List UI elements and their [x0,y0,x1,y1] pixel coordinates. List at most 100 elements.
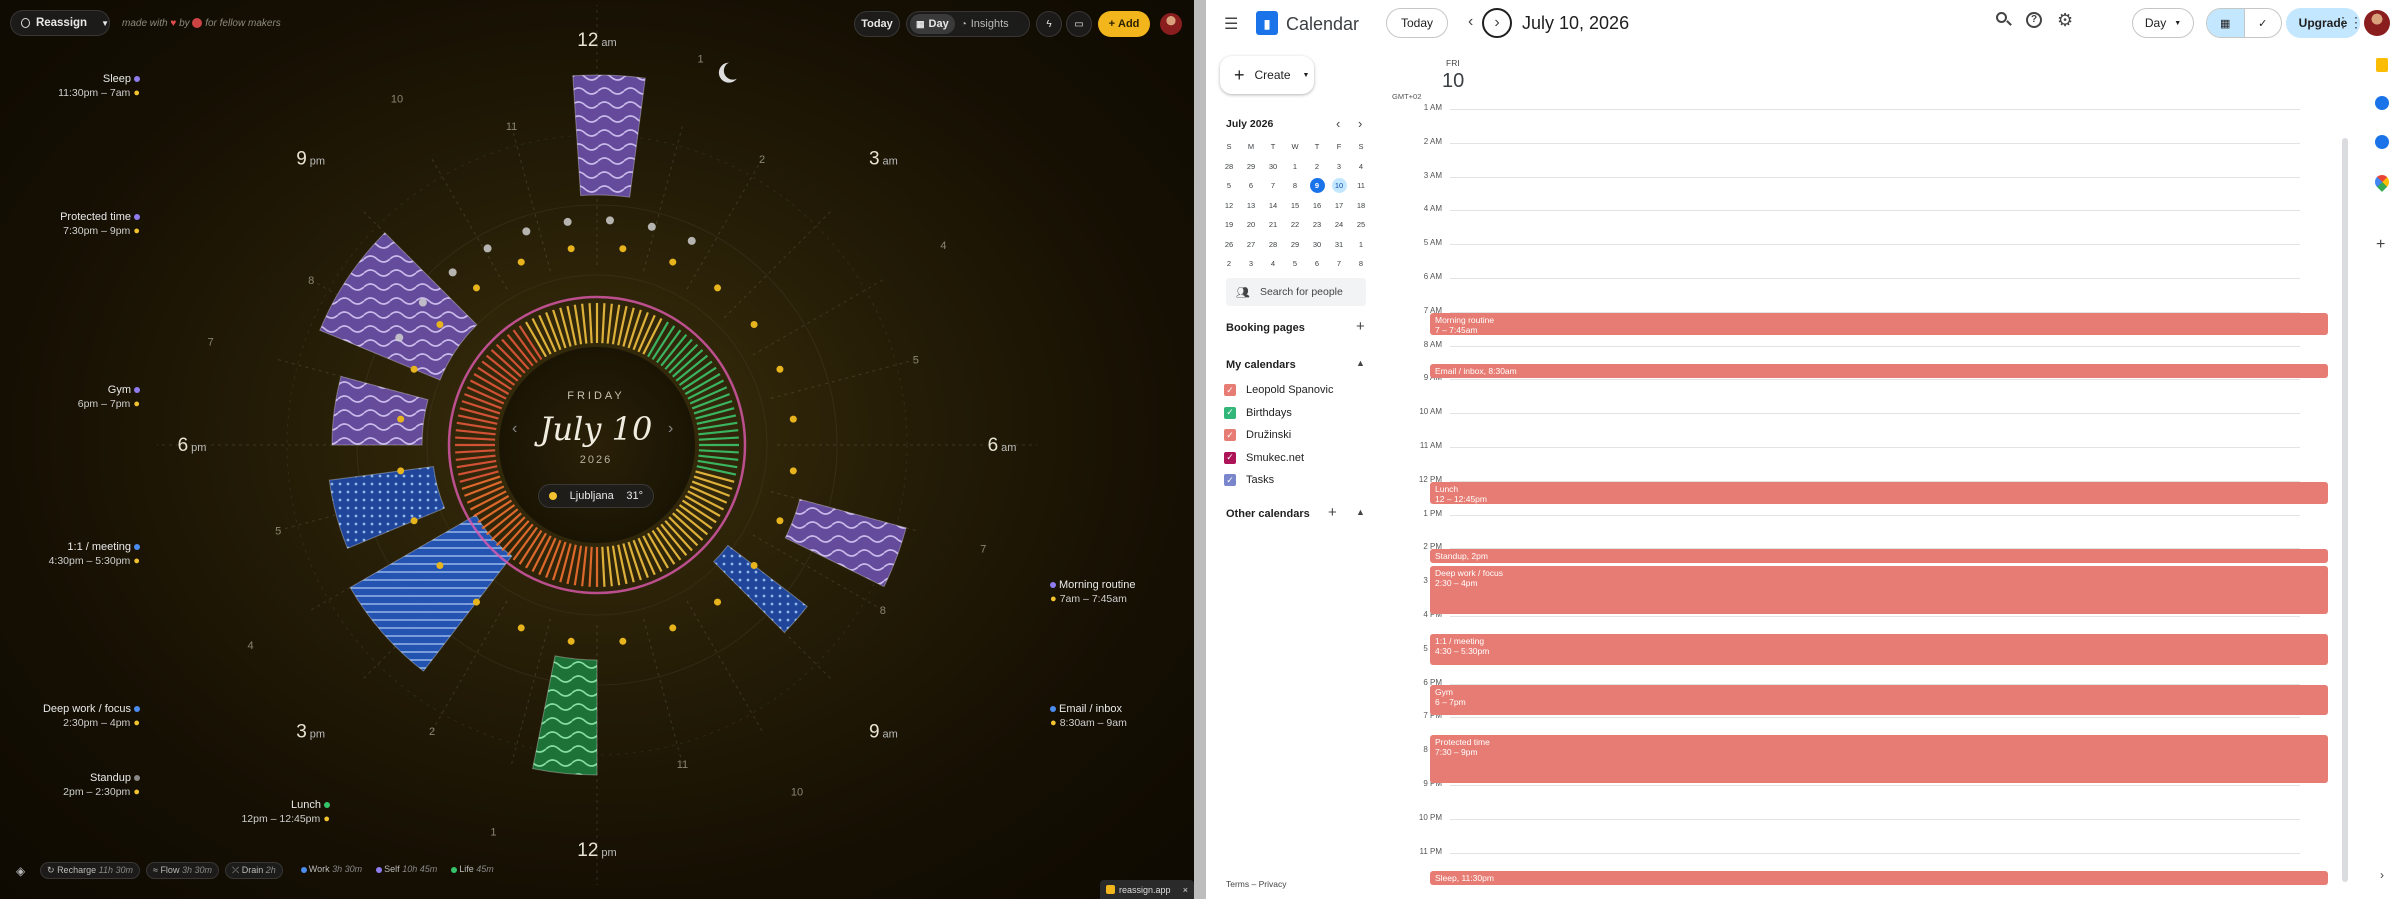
day-number[interactable]: 10 [1442,70,1465,92]
calendar-checkbox[interactable]: ✓ [1224,474,1236,486]
mini-day[interactable]: 25 [1356,220,1366,230]
main-menu-icon[interactable]: ☰ [1224,16,1239,33]
legend-self[interactable]: Self 10h 45m [372,862,441,879]
mini-day[interactable]: 31 [1334,239,1344,249]
mini-day[interactable]: 5 [1292,259,1298,269]
mini-day[interactable]: 14 [1268,200,1278,210]
mini-day[interactable]: 20 [1246,220,1256,230]
calendar-item[interactable]: ✓ Birthdays [1224,406,1292,419]
scrollbar[interactable] [2342,138,2348,882]
calendar-item[interactable]: ✓ Leopold Spanovic [1224,384,1333,396]
mini-day[interactable]: 26 [1224,239,1234,249]
event-label-morning-routine[interactable]: Morning routine ● 7am – 7:45am [1050,578,1180,606]
mini-prev-button[interactable]: ‹ [1336,116,1341,131]
mini-day[interactable]: 1 [1292,161,1298,171]
mini-day[interactable]: 10 [1328,176,1350,196]
mini-day[interactable]: 30 [1268,161,1278,171]
mini-day[interactable]: 27 [1246,239,1256,249]
calendar-event[interactable]: Deep work / focus 2:30 – 4pm [1430,566,2328,614]
get-addons-icon[interactable]: + [2376,236,2386,253]
mini-day[interactable]: 12 [1224,200,1234,210]
segment-deep-work[interactable] [349,514,513,672]
legend-flow[interactable]: ≈ Flow 3h 30m [145,862,219,879]
mini-day[interactable]: 19 [1224,220,1234,230]
other-calendars-header[interactable]: Other calendars [1226,508,1310,520]
today-button[interactable]: Today [1386,8,1448,38]
calendar-event[interactable]: Standup, 2pm [1430,549,2328,564]
calendar-checkbox[interactable]: ✓ [1224,406,1236,419]
mini-day[interactable]: 8 [1358,259,1364,269]
contacts-icon[interactable] [2375,135,2389,149]
mini-day[interactable]: 22 [1290,220,1300,230]
reassign-menu-button[interactable]: Reassign ▼ [10,10,110,36]
mini-day[interactable]: 2 [1226,259,1232,269]
search-icon[interactable] [1996,12,2012,28]
calendar-checkbox[interactable]: ✓ [1224,451,1236,464]
calendar-event[interactable]: Lunch 12 – 12:45pm [1430,481,2328,505]
segment-protected-time[interactable] [319,232,478,381]
calendar-event[interactable]: Protected time 7:30 – 9pm [1430,735,2328,783]
mini-day[interactable]: 6 [1314,259,1320,269]
settings-gear-icon[interactable]: ⚙ [2057,10,2074,30]
keep-icon[interactable] [2376,58,2388,72]
mini-day[interactable]: 16 [1312,200,1322,210]
segment-morning-routine[interactable] [784,498,907,588]
account-avatar[interactable] [2364,10,2390,36]
prev-day-arrow[interactable]: ‹ [512,420,518,437]
mini-day[interactable]: 3 [1248,259,1254,269]
mini-day[interactable]: 7 [1336,259,1342,269]
mini-day[interactable]: 29 [1290,239,1300,249]
mini-day[interactable]: 13 [1246,200,1256,210]
view-selector[interactable]: Day ▼ [2132,8,2194,38]
next-period-button[interactable]: › [1482,8,1512,38]
add-button[interactable]: + Add [1098,11,1150,37]
insights-tab[interactable]: ◔ Insights [955,18,1015,30]
event-label-gym[interactable]: Gym 6pm – 7pm ● [20,383,140,411]
day-view-tab[interactable]: ▦ Day [910,14,955,34]
mini-day[interactable]: 24 [1334,220,1344,230]
add-booking-icon[interactable]: + [1356,318,1365,335]
tasks-view-toggle[interactable]: ✓ [2243,9,2282,37]
inbox-button[interactable]: ▭ [1066,11,1092,37]
segment-email[interactable] [712,544,808,634]
mini-day[interactable]: 29 [1246,161,1256,171]
legend-work[interactable]: Work 3h 30m [297,862,366,879]
legend-life[interactable]: Life 45m [447,862,498,879]
next-day-arrow[interactable]: › [668,420,674,437]
mini-day[interactable]: 1 [1358,239,1364,249]
weather-chip[interactable]: Ljubljana 31° [538,484,654,508]
calendar-checkbox[interactable]: ✓ [1224,429,1236,441]
segment-lunch[interactable] [532,655,598,776]
event-label-sleep[interactable]: Sleep 11:30pm – 7am ● [20,72,140,100]
legend-drain[interactable]: ⤫ Drain 2h [225,862,283,879]
calendar-event[interactable]: Gym 6 – 7pm [1430,684,2328,716]
privacy-link[interactable]: Privacy [1258,879,1287,889]
mini-day[interactable]: 4 [1358,161,1364,171]
add-other-calendar-icon[interactable]: + [1328,504,1337,521]
search-people[interactable]: 👥︎ Search for people [1226,278,1366,306]
event-label-email[interactable]: Email / inbox ● 8:30am – 9am [1050,702,1180,730]
expand-panel-icon[interactable]: › [2380,868,2384,882]
mini-day[interactable]: 5 [1226,181,1232,191]
mini-day[interactable]: 11 [1357,181,1365,191]
event-label-protected-time[interactable]: Protected time 7:30pm – 9pm ● [20,210,140,238]
my-calendars-header[interactable]: My calendars [1226,359,1296,371]
terms-link[interactable]: Terms [1226,879,1250,889]
user-avatar[interactable] [1160,13,1182,35]
split-divider[interactable] [1194,0,1206,899]
mini-day[interactable]: 8 [1292,181,1298,191]
segment-meeting[interactable] [328,465,446,549]
mini-day[interactable]: 30 [1312,239,1322,249]
create-button[interactable]: + Create ▼ [1220,56,1314,94]
today-button[interactable]: Today [854,11,900,37]
mini-day[interactable]: 4 [1270,259,1276,269]
calendar-event[interactable]: Sleep, 11:30pm [1430,870,2328,885]
event-label-meeting[interactable]: 1:1 / meeting 4:30pm – 5:30pm ● [20,540,140,568]
help-icon[interactable]: ? [2026,12,2042,28]
event-label-lunch[interactable]: Lunch 12pm – 12:45pm ● [210,798,330,826]
mini-day[interactable]: 6 [1248,181,1254,191]
calendar-event[interactable]: Email / inbox, 8:30am [1430,363,2328,378]
legend-recharge[interactable]: ↻ Recharge 11h 30m [40,862,140,879]
mini-day[interactable]: 2 [1314,161,1320,171]
calendar-checkbox[interactable]: ✓ [1224,384,1236,396]
